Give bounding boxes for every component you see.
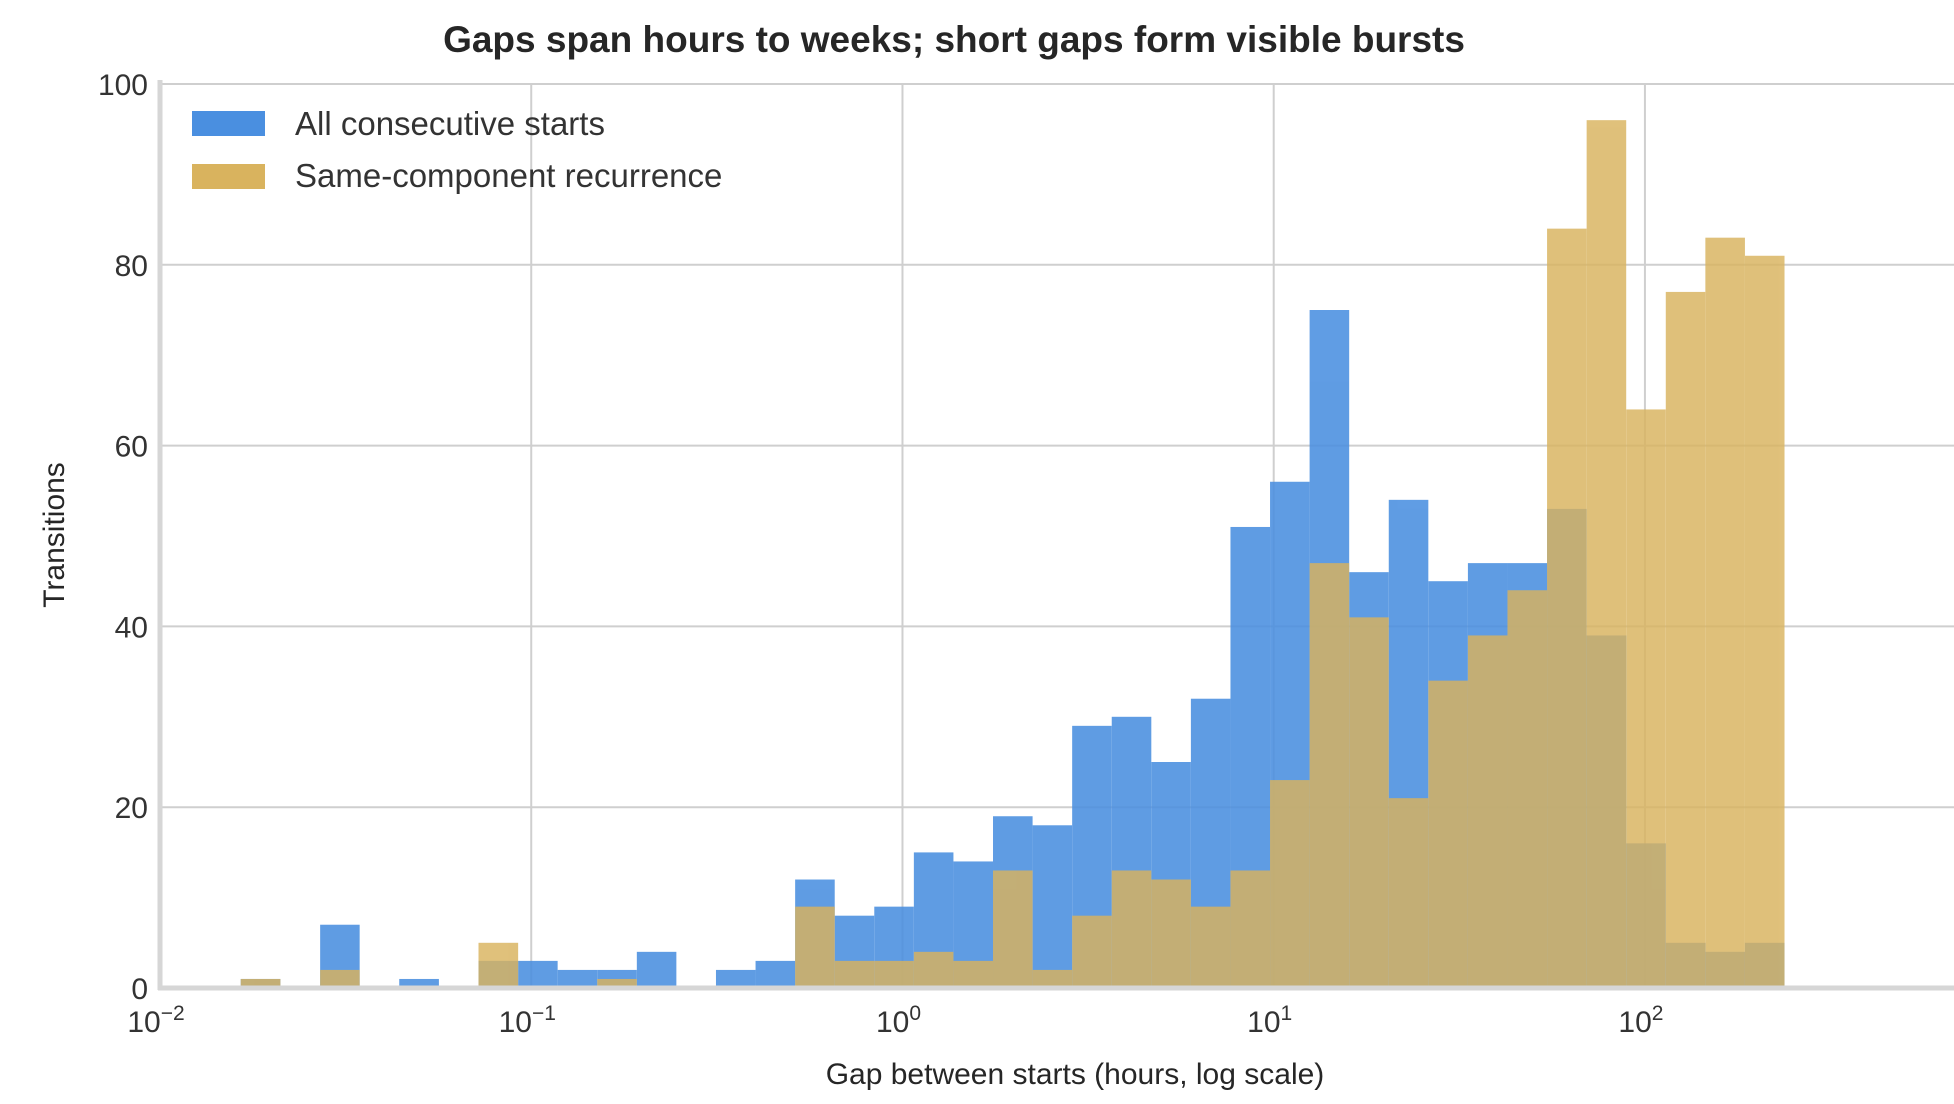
histogram-bar	[1190, 906, 1231, 988]
histogram-bar	[518, 960, 558, 988]
x-tick-label: 10−2	[127, 1002, 184, 1039]
y-tick-label: 40	[115, 611, 148, 644]
histogram-bar	[1230, 870, 1271, 988]
y-tick-label: 80	[115, 250, 148, 283]
tick-labels: 0 20 40 60 80 100 10−2 10−1 100 101 102	[98, 69, 1664, 1039]
y-tick-label: 20	[115, 792, 148, 825]
histogram-bar	[1032, 825, 1073, 988]
histogram-bar	[478, 942, 519, 988]
histogram-bar	[1467, 635, 1508, 988]
histogram-bar	[1032, 969, 1073, 988]
legend-label-all-starts: All consecutive starts	[295, 105, 605, 142]
histogram-bar	[1744, 255, 1785, 988]
histogram-bar	[320, 969, 360, 988]
histogram-bar	[1111, 870, 1152, 988]
histogram-bar	[240, 978, 281, 988]
histogram-bar	[1547, 228, 1587, 988]
histogram-bar	[755, 960, 796, 988]
y-tick-label: 60	[115, 431, 148, 464]
histogram-bar	[795, 906, 835, 988]
histogram-bar	[1428, 680, 1468, 988]
series-same-component-recurrence	[240, 120, 1785, 988]
histogram-bar	[953, 960, 994, 988]
histogram-bar	[1507, 590, 1548, 988]
x-tick-label: 10−1	[499, 1002, 556, 1039]
histogram-bar	[1151, 879, 1191, 988]
x-tick-label: 102	[1618, 1002, 1663, 1039]
histogram-bar	[1270, 780, 1310, 988]
histogram-bar	[1586, 120, 1627, 988]
x-axis-label: Gap between starts (hours, log scale)	[826, 1058, 1325, 1091]
axes	[157, 80, 1954, 991]
histogram-bar	[715, 969, 756, 988]
histogram-bar	[1626, 409, 1666, 988]
y-axis-label: Transitions	[38, 462, 71, 608]
x-tick-label: 101	[1247, 1002, 1292, 1039]
histogram-bar	[636, 951, 677, 988]
histogram-bar	[597, 978, 637, 988]
histogram-bar	[557, 969, 598, 988]
legend: All consecutive starts Same-component re…	[192, 105, 722, 194]
chart-title: Gaps span hours to weeks; short gaps for…	[443, 19, 1465, 60]
histogram-bar	[1309, 563, 1350, 988]
histogram-bar	[1072, 915, 1112, 988]
histogram-bar	[993, 870, 1033, 988]
legend-swatch-same-component	[192, 164, 265, 189]
y-tick-label: 100	[98, 69, 148, 102]
histogram-bar	[1705, 237, 1745, 988]
histogram-bar	[874, 960, 914, 988]
histogram-bar	[1665, 291, 1706, 988]
histogram-bar	[399, 978, 439, 988]
histogram-bar	[913, 951, 954, 988]
histogram-bar	[1388, 798, 1429, 988]
histogram-bar	[1349, 617, 1389, 988]
legend-label-same-component: Same-component recurrence	[295, 157, 722, 194]
histogram-bar	[834, 960, 875, 988]
x-tick-label: 100	[876, 1002, 921, 1039]
legend-swatch-all-starts	[192, 111, 265, 136]
y-tick-label: 0	[131, 973, 148, 1006]
bars	[240, 120, 1785, 988]
